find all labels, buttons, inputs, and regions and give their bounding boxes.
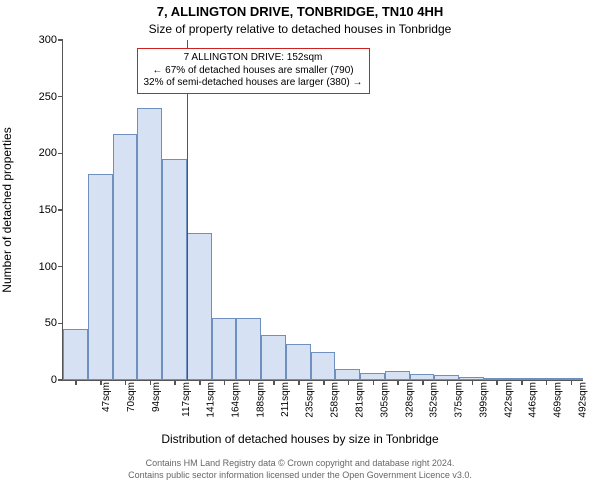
x-tick-label: 305sqm	[379, 382, 390, 418]
histogram-bar	[335, 369, 360, 380]
histogram-bar	[187, 233, 212, 380]
x-tick-label: 117sqm	[181, 382, 192, 417]
histogram-bar	[385, 371, 410, 380]
y-tick-mark	[58, 209, 63, 211]
x-tick-label: 492sqm	[577, 382, 588, 418]
x-tick-label: 47sqm	[101, 382, 112, 412]
x-tick-mark	[323, 380, 325, 385]
y-tick-mark	[58, 266, 63, 268]
histogram-bar	[311, 352, 336, 380]
x-tick-label: 164sqm	[231, 382, 242, 418]
y-axis-label: Number of detached properties	[0, 127, 14, 292]
x-tick-mark	[422, 380, 424, 385]
y-tick-mark	[58, 39, 63, 41]
plot-area: 05010015020025030047sqm70sqm94sqm117sqm1…	[62, 40, 583, 381]
x-tick-mark	[298, 380, 300, 385]
histogram-bar	[261, 335, 286, 380]
x-tick-mark	[348, 380, 350, 385]
y-tick-mark	[58, 153, 63, 155]
histogram-bar	[286, 344, 311, 380]
histogram-bar	[360, 373, 385, 380]
annotation-line: 32% of semi-detached houses are larger (…	[144, 77, 363, 90]
footer-attribution: Contains HM Land Registry data © Crown c…	[0, 458, 600, 481]
x-tick-label: 188sqm	[256, 382, 267, 418]
x-tick-mark	[273, 380, 275, 385]
x-tick-mark	[249, 380, 251, 385]
chart-subtitle: Size of property relative to detached ho…	[0, 22, 600, 36]
chart-title-line1: 7, ALLINGTON DRIVE, TONBRIDGE, TN10 4HH	[0, 4, 600, 19]
x-tick-label: 469sqm	[553, 382, 564, 418]
x-tick-mark	[150, 380, 152, 385]
x-tick-label: 211sqm	[280, 382, 291, 417]
histogram-bar	[137, 108, 162, 380]
x-tick-label: 258sqm	[330, 382, 341, 418]
histogram-bar	[88, 174, 113, 380]
x-tick-mark	[373, 380, 375, 385]
x-tick-label: 352sqm	[429, 382, 440, 418]
property-annotation: 7 ALLINGTON DRIVE: 152sqm← 67% of detach…	[137, 48, 370, 94]
x-tick-mark	[472, 380, 474, 385]
x-tick-mark	[496, 380, 498, 385]
annotation-line: ← 67% of detached houses are smaller (79…	[144, 65, 363, 78]
x-tick-label: 375sqm	[454, 382, 465, 418]
x-tick-mark	[125, 380, 127, 385]
x-tick-mark	[174, 380, 176, 385]
footer-line1: Contains HM Land Registry data © Crown c…	[0, 458, 600, 470]
x-tick-mark	[199, 380, 201, 385]
histogram-bar	[63, 329, 88, 380]
histogram-bar	[212, 318, 237, 380]
x-tick-mark	[546, 380, 548, 385]
x-tick-mark	[447, 380, 449, 385]
x-tick-mark	[224, 380, 226, 385]
histogram-bar	[113, 134, 138, 380]
x-tick-label: 446sqm	[528, 382, 539, 418]
x-tick-label: 399sqm	[478, 382, 489, 418]
histogram-bar	[236, 318, 261, 380]
x-tick-label: 141sqm	[206, 382, 217, 418]
x-tick-mark	[521, 380, 523, 385]
x-tick-mark	[397, 380, 399, 385]
y-tick-mark	[58, 323, 63, 325]
x-tick-label: 70sqm	[126, 382, 137, 412]
x-tick-label: 94sqm	[151, 382, 162, 412]
x-tick-label: 422sqm	[503, 382, 514, 418]
x-tick-label: 235sqm	[305, 382, 316, 418]
x-tick-mark	[100, 380, 102, 385]
x-tick-label: 281sqm	[355, 382, 366, 418]
x-tick-mark	[75, 380, 77, 385]
footer-line2: Contains public sector information licen…	[0, 470, 600, 482]
y-tick-mark	[58, 96, 63, 98]
histogram-bar	[162, 159, 187, 380]
x-tick-mark	[571, 380, 573, 385]
annotation-line: 7 ALLINGTON DRIVE: 152sqm	[144, 52, 363, 65]
x-tick-label: 328sqm	[404, 382, 415, 418]
x-axis-label: Distribution of detached houses by size …	[0, 432, 600, 446]
